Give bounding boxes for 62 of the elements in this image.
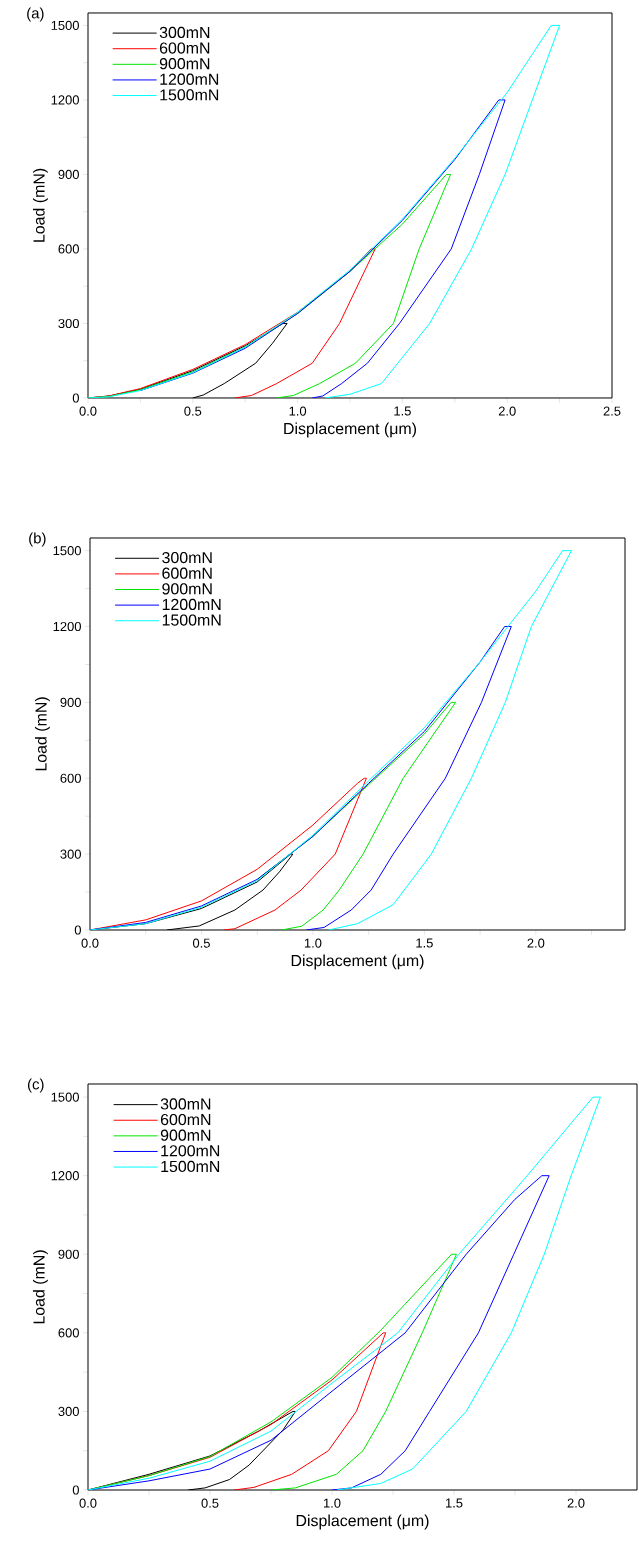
y-tick-label: 900 <box>58 169 79 180</box>
y-tick-label: 0 <box>74 925 81 935</box>
x-tick-label: 0.0 <box>81 938 99 948</box>
y-axis-title: Load (mN) <box>32 168 48 242</box>
line-series <box>90 550 572 930</box>
y-tick-label: 300 <box>58 1406 79 1416</box>
line-series <box>88 24 561 398</box>
y-tick-label: 1200 <box>51 1171 79 1181</box>
legend-label: 900mN <box>159 58 210 70</box>
x-tick-label: 1.5 <box>445 1498 463 1508</box>
x-tick-label: 2.0 <box>567 1498 585 1508</box>
x-tick-label: 0.5 <box>192 938 210 948</box>
legend-label: 600mN <box>160 1113 211 1126</box>
legend-label: 600mN <box>159 42 210 54</box>
legend-label: 600mN <box>162 567 212 579</box>
x-axis-title: Displacement (μm) <box>284 422 417 438</box>
legend-label: 300mN <box>160 1098 211 1110</box>
y-tick-label: 1200 <box>51 95 79 105</box>
line-series <box>139 99 506 398</box>
legend-label: 900mN <box>160 1129 211 1141</box>
y-tick-label: 1500 <box>53 546 81 556</box>
legend-label: 300mN <box>162 551 212 564</box>
y-tick-label: 600 <box>58 1328 79 1338</box>
x-tick-label: 1.5 <box>394 406 411 416</box>
y-tick-label: 300 <box>58 318 79 329</box>
legend-label: 300mN <box>159 26 210 39</box>
x-tick-label: 0.5 <box>184 406 202 416</box>
legend-label: 900mN <box>162 583 212 595</box>
legend-label: 1500mN <box>161 1160 220 1173</box>
y-tick-label: 0 <box>72 1485 79 1495</box>
y-axis-title: Load (mN) <box>32 1250 48 1324</box>
x-tick-label: 0.0 <box>79 1498 97 1508</box>
x-tick-label: 1.5 <box>416 938 433 948</box>
x-tick-label: 2.0 <box>527 938 545 948</box>
x-tick-label: 0.5 <box>201 1498 219 1508</box>
y-tick-label: 1500 <box>51 20 79 30</box>
legend-label: 1500mN <box>162 614 221 626</box>
y-tick-label: 600 <box>58 244 79 254</box>
x-axis-title: Displacement (μm) <box>291 954 424 970</box>
y-tick-label: 300 <box>60 849 81 859</box>
x-axis-title: Displacement (μm) <box>296 1514 429 1530</box>
y-tick-label: 1200 <box>53 621 81 632</box>
y-tick-label: 900 <box>60 697 81 707</box>
y-tick-label: 1500 <box>51 1092 79 1102</box>
y-tick-label: 0 <box>72 393 79 403</box>
x-tick-label: 2.5 <box>603 406 621 416</box>
chart-title: (b) <box>29 532 46 547</box>
y-axis-title: Load (mN) <box>34 697 50 771</box>
y-tick-label: 600 <box>60 773 81 783</box>
x-tick-label: 1.0 <box>323 1498 341 1508</box>
chart-title: (a) <box>27 7 44 22</box>
chart-title: (c) <box>27 1078 44 1093</box>
legend-label: 1200mN <box>161 1145 220 1157</box>
x-tick-label: 1.0 <box>289 406 307 416</box>
x-tick-label: 2.0 <box>498 406 516 416</box>
x-tick-label: 1.0 <box>304 938 322 948</box>
legend-label: 1500mN <box>160 89 219 101</box>
y-tick-label: 900 <box>58 1249 79 1259</box>
line-series <box>88 1096 601 1490</box>
legend-label: 1200mN <box>160 73 219 85</box>
x-tick-label: 0.0 <box>79 406 97 416</box>
legend-label: 1200mN <box>162 598 221 611</box>
